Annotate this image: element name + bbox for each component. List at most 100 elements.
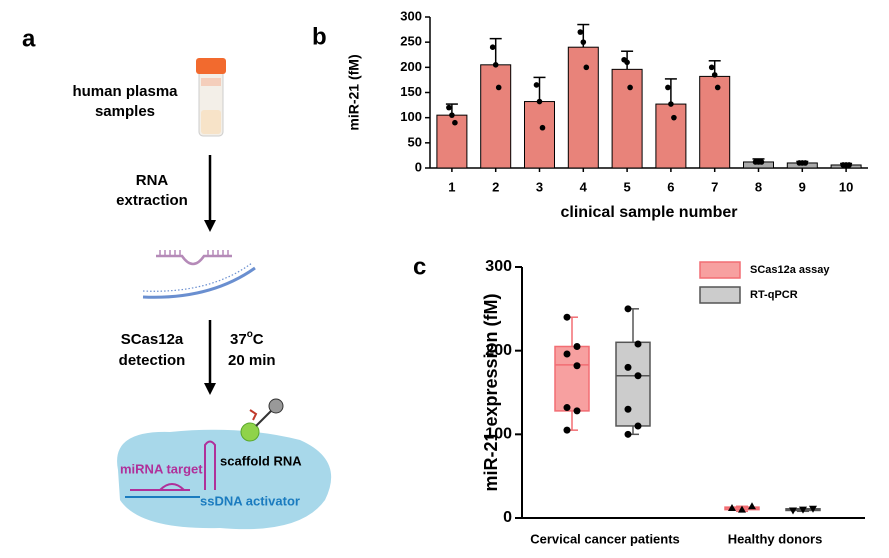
panel-label: c [413, 253, 426, 280]
panel-label: a [22, 25, 36, 52]
data-point [452, 119, 458, 126]
y-tick-label: 200 [400, 59, 422, 74]
arrow-head [204, 383, 216, 395]
x-tick-label: 6 [667, 179, 674, 194]
x-tick-label: Healthy donors [728, 531, 823, 546]
data-point [634, 372, 642, 380]
data-point [449, 112, 455, 118]
temperature: 37oC [230, 329, 264, 348]
bar [480, 64, 512, 169]
arrow-head [204, 220, 216, 232]
data-point [634, 422, 642, 430]
x-tick-label: 4 [580, 179, 588, 194]
data-point [563, 350, 571, 358]
x-tick-label: Cervical cancer patients [530, 531, 680, 546]
label: scaffold RNA [220, 453, 302, 468]
x-tick-label: 1 [448, 179, 455, 194]
box [554, 345, 590, 412]
legend-label: RT-qPCR [750, 289, 798, 301]
x-tick-label: 5 [623, 179, 630, 194]
y-tick-label: 300 [400, 8, 422, 23]
x-tick-label: 7 [711, 179, 718, 194]
data-point [624, 305, 632, 313]
data-point [671, 114, 677, 121]
legend-swatch [699, 261, 741, 279]
data-point [846, 162, 852, 168]
step-text: samples [95, 103, 155, 120]
data-point [738, 505, 746, 513]
data-point [748, 502, 756, 510]
bar [655, 103, 687, 169]
y-axis-title: miR-21 expression (fM) [481, 293, 501, 491]
y-tick-label: 100 [485, 426, 512, 443]
y-tick-label: 200 [485, 342, 512, 359]
data-point [634, 340, 642, 348]
data-point [539, 124, 546, 131]
data-point [577, 29, 584, 35]
y-tick-label: 300 [485, 258, 512, 275]
data-point [563, 313, 571, 321]
y-tick-label: 0 [415, 159, 422, 174]
legend-label: SCas12a assay [750, 264, 830, 276]
data-point [563, 426, 571, 434]
step-text: extraction [116, 192, 188, 209]
y-tick-label: 150 [400, 84, 422, 99]
data-point [711, 72, 718, 78]
tube [196, 58, 226, 137]
data-point [573, 407, 581, 415]
bar [436, 114, 468, 169]
data-point [573, 362, 581, 370]
data-point [789, 507, 797, 515]
x-tick-label: 2 [492, 179, 499, 194]
data-point [492, 62, 499, 68]
y-tick-label: 100 [400, 109, 422, 124]
y-tick-label: 50 [408, 134, 422, 149]
x-tick-label: 3 [536, 179, 543, 194]
data-point [446, 104, 452, 111]
data-point [583, 64, 590, 71]
data-point [758, 159, 765, 165]
rna-illustration [142, 250, 256, 299]
x-axis-title: clinical sample number [561, 204, 738, 221]
x-tick-label: 9 [799, 179, 806, 194]
data-point [668, 101, 674, 107]
x-tick-label: 8 [755, 179, 762, 194]
data-point [665, 84, 671, 91]
data-point [728, 503, 736, 511]
y-tick-label: 0 [503, 509, 512, 526]
data-point [495, 84, 502, 91]
data-point [489, 44, 496, 50]
y-tick-label: 250 [400, 34, 422, 49]
step-text: human plasma [72, 83, 178, 100]
bar [611, 68, 643, 169]
data-point [624, 59, 630, 66]
data-point [624, 430, 632, 438]
cas-illustration [117, 398, 332, 530]
bar [699, 75, 731, 169]
data-point [627, 84, 633, 91]
data-point [624, 363, 632, 371]
time: 20 min [228, 352, 276, 369]
legend-swatch [699, 286, 741, 304]
box [615, 341, 651, 427]
y-axis-title: miR-21 (fM) [346, 54, 362, 130]
data-point [809, 505, 817, 513]
data-point [533, 82, 540, 88]
data-point [573, 342, 581, 350]
data-point [708, 64, 715, 71]
bar [567, 46, 599, 169]
data-point [563, 404, 571, 412]
panel-label: b [312, 23, 327, 50]
step-text: detection [119, 352, 186, 369]
step-text: SCas12a [121, 331, 184, 348]
data-point [536, 98, 543, 105]
data-point [624, 405, 632, 413]
data-point [799, 506, 807, 514]
label: miRNA target [120, 461, 203, 476]
data-point [580, 39, 587, 45]
step-text: RNA [136, 172, 169, 189]
x-tick-label: 10 [839, 179, 853, 194]
data-point [802, 160, 809, 166]
bar [524, 101, 555, 169]
